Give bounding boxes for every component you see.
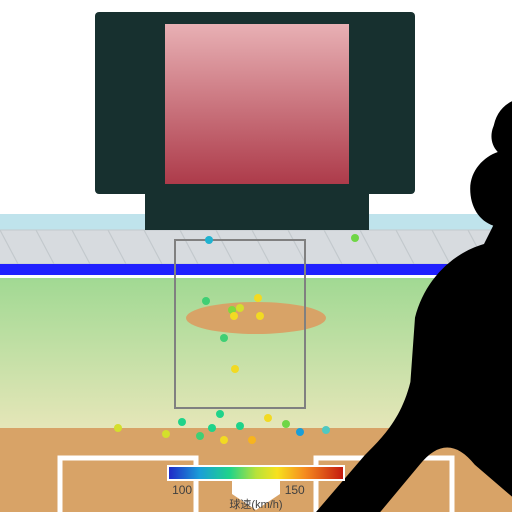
pitch-point: [178, 418, 186, 426]
speed-legend-bar: [168, 466, 344, 480]
speed-legend-tick: 150: [285, 483, 305, 497]
pitch-point: [254, 294, 262, 302]
pitch-point: [351, 234, 359, 242]
pitch-point: [216, 410, 224, 418]
pitch-point: [236, 422, 244, 430]
pitch-point: [296, 428, 304, 436]
pitch-point: [202, 297, 210, 305]
pitch-point: [264, 414, 272, 422]
pitch-point: [220, 334, 228, 342]
pitch-point: [231, 365, 239, 373]
scoreboard-base: [145, 194, 369, 230]
pitch-point: [282, 420, 290, 428]
pitch-point: [248, 436, 256, 444]
speed-legend-label: 球速(km/h): [229, 497, 282, 511]
pitch-point: [208, 424, 216, 432]
pitch-point: [205, 236, 213, 244]
pitch-point: [236, 304, 244, 312]
pitch-point: [162, 430, 170, 438]
pitch-point: [196, 432, 204, 440]
scoreboard-screen: [165, 24, 349, 184]
pitch-point: [114, 424, 122, 432]
pitch-point: [230, 312, 238, 320]
pitch-point: [220, 436, 228, 444]
pitch-point: [256, 312, 264, 320]
pitch-point: [322, 426, 330, 434]
speed-legend-tick: 100: [172, 483, 192, 497]
